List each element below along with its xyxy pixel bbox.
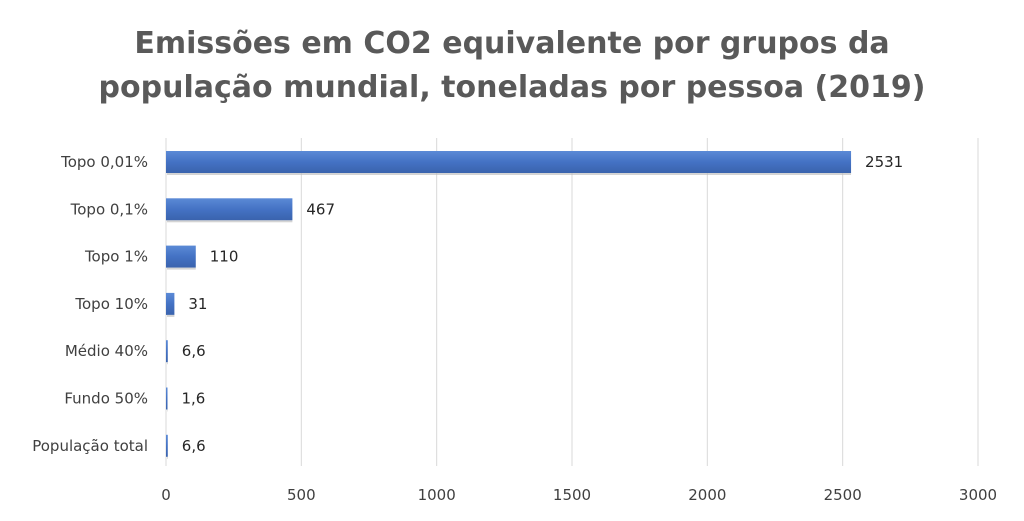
x-tick-label-1500: 1500 (553, 486, 591, 504)
x-tick-label-1000: 1000 (418, 486, 456, 504)
bar-2 (166, 245, 196, 268)
category-label-4: Médio 40% (65, 342, 148, 360)
data-label-4: 6,6 (182, 342, 206, 360)
bar-shadow-2 (167, 267, 196, 270)
bar-4 (166, 340, 168, 363)
data-label-3: 31 (188, 295, 207, 313)
category-label-6: População total (32, 437, 148, 455)
x-tick-label-500: 500 (287, 486, 316, 504)
category-label-3: Topo 10% (74, 295, 148, 313)
data-label-6: 6,6 (182, 437, 206, 455)
category-label-5: Fundo 50% (64, 390, 148, 408)
x-tick-label-2000: 2000 (688, 486, 726, 504)
bar-1 (166, 198, 293, 221)
x-tick-label-3000: 3000 (959, 486, 997, 504)
data-label-5: 1,6 (182, 390, 206, 408)
category-label-2: Topo 1% (84, 248, 148, 266)
bars (166, 151, 852, 459)
bar-shadow-4 (167, 362, 168, 365)
data-label-1: 467 (306, 200, 335, 218)
chart-title-line-2: população mundial, toneladas por pessoa … (98, 70, 926, 105)
bar-shadow-6 (167, 456, 168, 459)
category-labels: Topo 0,01% Topo 0,1% Topo 1% Topo 10% Médio … (32, 153, 148, 455)
bar-6 (166, 434, 168, 457)
category-label-1: Topo 0,1% (70, 200, 148, 218)
grid-lines (165, 138, 979, 466)
chart-title-line-1: Emissões em CO2 equivalente por grupos d… (134, 26, 890, 61)
chart-title: Emissões em CO2 equivalente por grupos d… (0, 22, 1024, 110)
bar-shadow-0 (167, 173, 852, 175)
bar-3 (166, 292, 175, 315)
bar-0 (166, 151, 852, 173)
x-tick-label-0: 0 (161, 486, 171, 504)
x-tick-label-2500: 2500 (824, 486, 862, 504)
bar-5 (166, 387, 168, 410)
bar-shadow-1 (167, 220, 293, 223)
bar-shadow-3 (167, 314, 175, 317)
data-labels: 2531 467 110 31 6,6 1,6 6,6 (182, 153, 904, 455)
x-tick-labels: 0 500 1000 1500 2000 2500 3000 (161, 486, 997, 504)
data-label-2: 110 (210, 248, 239, 266)
bar-shadow-5 (167, 409, 168, 412)
category-label-0: Topo 0,01% (60, 153, 148, 171)
data-label-0: 2531 (865, 153, 903, 171)
